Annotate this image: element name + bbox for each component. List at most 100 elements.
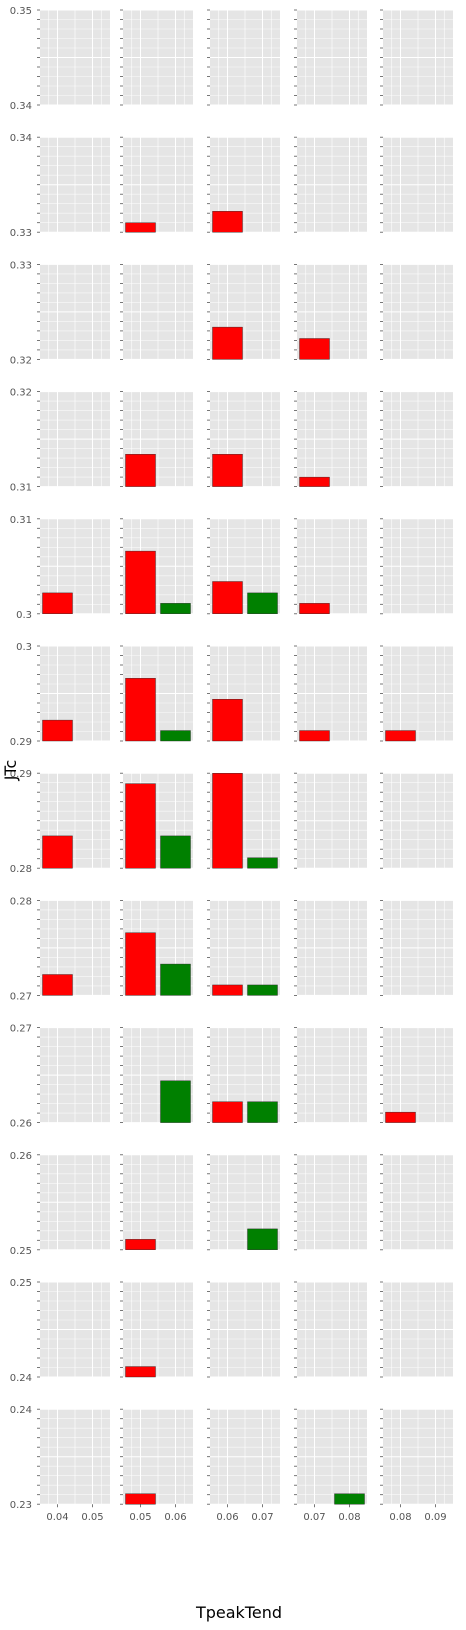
bar-green <box>247 857 278 869</box>
bar-red <box>125 454 156 487</box>
y-tick-label: 0.32 <box>10 355 32 366</box>
panel-r6-c3 <box>294 772 367 869</box>
bar-red <box>125 1366 156 1378</box>
panel-r5-c2 <box>207 645 280 742</box>
y-tick-label: 0.24 <box>10 1373 32 1384</box>
y-tick-label: 0.35 <box>10 6 32 17</box>
y-tick-label: 0.3 <box>16 642 32 653</box>
bar-green <box>247 592 278 615</box>
panel-r3-c1 <box>120 391 193 488</box>
panel-r11-c2 <box>207 1408 280 1505</box>
panel-r3-c2 <box>207 391 280 488</box>
x-tick-label: 0.04 <box>46 1512 68 1523</box>
panel-r5-c3 <box>294 645 367 742</box>
y-axis-label: JTc <box>1 760 20 782</box>
bar-red <box>212 773 243 869</box>
panel-r6-c1 <box>120 772 193 869</box>
bar-red <box>385 1111 416 1123</box>
x-tick-label: 0.08 <box>338 1512 360 1523</box>
y-tick-label: 0.26 <box>10 1119 32 1130</box>
bar-red <box>299 603 330 614</box>
panel-r0-c2 <box>207 9 280 106</box>
panel-r4-c3 <box>294 518 367 615</box>
panel-r11-c4 <box>380 1408 453 1505</box>
bar-green <box>247 1228 278 1251</box>
panel-r6-c2 <box>207 772 280 869</box>
y-tick-label: 0.25 <box>10 1278 32 1289</box>
panel-r3-c0 <box>37 391 110 488</box>
panel-r11-c0 <box>37 1408 110 1505</box>
panel-r1-c1 <box>120 136 193 233</box>
y-tick-label: 0.34 <box>10 133 32 144</box>
bar-red <box>299 476 330 487</box>
bar-red <box>125 783 156 869</box>
panel-r1-c2 <box>207 136 280 233</box>
bar-red <box>125 1239 156 1250</box>
panel-r10-c1 <box>120 1281 193 1378</box>
panel-r6-c0 <box>37 772 110 869</box>
panel-r2-c1 <box>120 263 193 360</box>
panel-r8-c2 <box>207 1027 280 1124</box>
bar-red <box>385 730 416 742</box>
panel-r8-c1 <box>120 1027 193 1124</box>
panel-r3-c4 <box>380 391 453 488</box>
panel-r7-c1 <box>120 899 193 996</box>
bar-red <box>42 719 73 742</box>
y-tick-label: 0.25 <box>10 1246 32 1257</box>
panel-r9-c0 <box>37 1154 110 1251</box>
panel-r2-c3 <box>294 263 367 360</box>
y-tick-label: 0.29 <box>10 737 32 748</box>
y-tick-label: 0.3 <box>16 610 32 621</box>
y-tick-label: 0.27 <box>10 991 32 1002</box>
panel-r0-c3 <box>294 9 367 106</box>
bar-red <box>42 592 73 615</box>
y-tick-label: 0.32 <box>10 388 32 399</box>
panel-r10-c3 <box>294 1281 367 1378</box>
panel-r1-c3 <box>294 136 367 233</box>
y-tick-label: 0.31 <box>10 483 32 494</box>
panel-r10-c4 <box>380 1281 453 1378</box>
bar-green <box>160 1080 191 1123</box>
bar-red <box>212 581 243 614</box>
panel-r4-c1 <box>120 518 193 615</box>
panel-r7-c2 <box>207 899 280 996</box>
panel-r0-c4 <box>380 9 453 106</box>
panel-r6-c4 <box>380 772 453 869</box>
x-tick-label: 0.06 <box>216 1512 238 1523</box>
bar-red <box>212 454 243 487</box>
panel-r11-c1 <box>120 1408 193 1505</box>
panel-r4-c4 <box>380 518 453 615</box>
y-tick-label: 0.33 <box>10 228 32 239</box>
bar-red <box>212 326 243 360</box>
panel-r0-c1 <box>120 9 193 106</box>
panel-grid: 0.35 0.34 0.34 0.33 0.33 0.32 0.32 0.31 0.31 0.3 0… <box>10 6 453 1523</box>
bar-green <box>247 1101 278 1123</box>
y-tick-label: 0.27 <box>10 1024 32 1035</box>
x-tick-label: 0.05 <box>81 1512 103 1523</box>
bar-red <box>125 1493 156 1505</box>
x-tick-label: 0.06 <box>164 1512 186 1523</box>
panel-r7-c3 <box>294 899 367 996</box>
y-tick-label: 0.23 <box>10 1500 32 1511</box>
x-tick-label: 0.08 <box>389 1512 411 1523</box>
bar-green <box>160 835 191 869</box>
bar-red <box>125 222 156 233</box>
y-tick-label: 0.28 <box>10 864 32 875</box>
y-tick-label: 0.24 <box>10 1405 32 1416</box>
panel-r8-c0 <box>37 1027 110 1124</box>
y-tick-label: 0.26 <box>10 1151 32 1162</box>
x-tick-label: 0.07 <box>251 1512 273 1523</box>
panel-r2-c4 <box>380 263 453 360</box>
panel-r0-c0 <box>37 9 110 106</box>
x-tick-label: 0.09 <box>424 1512 446 1523</box>
x-tick-label: 0.05 <box>129 1512 151 1523</box>
panel-r9-c4 <box>380 1154 453 1251</box>
bar-green <box>160 730 191 742</box>
bar-green <box>334 1493 365 1505</box>
bar-red <box>125 932 156 996</box>
panel-r10-c2 <box>207 1281 280 1378</box>
bar-green <box>160 963 191 996</box>
y-tick-label: 0.34 <box>10 101 32 112</box>
panel-r8-c4 <box>380 1027 453 1124</box>
